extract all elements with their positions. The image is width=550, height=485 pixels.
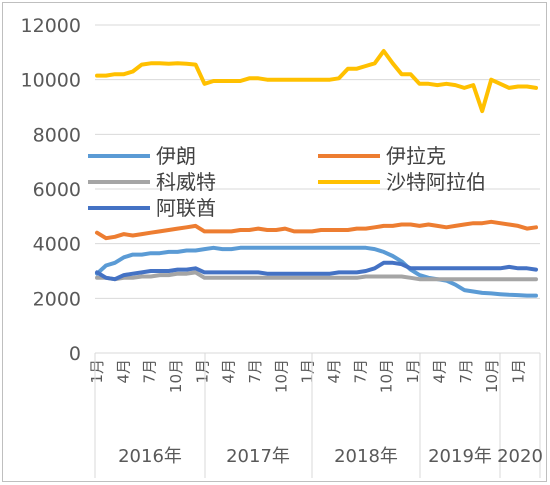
series-line-伊拉克 <box>95 219 538 241</box>
y-tick-label: 0 <box>69 343 81 365</box>
x-month-label: 4月 <box>220 359 238 384</box>
x-month-label: 4月 <box>325 359 343 384</box>
x-month-label: 1月 <box>509 359 527 384</box>
x-month-label: 10月 <box>483 359 501 393</box>
x-month-label: 1月 <box>88 359 106 384</box>
legend-label: 伊拉克 <box>386 144 446 168</box>
x-year-label: 2017年 <box>226 446 290 467</box>
x-month-label: 1月 <box>404 359 422 384</box>
x-month-label: 10月 <box>272 359 290 393</box>
y-tick-label: 2000 <box>33 288 81 310</box>
x-month-label: 1月 <box>299 359 317 384</box>
x-year-label: 2020 <box>497 446 543 467</box>
legend-label: 伊朗 <box>156 144 196 168</box>
y-tick-label: 10000 <box>21 70 81 92</box>
x-month-label: 7月 <box>351 359 369 384</box>
x-month-label: 7月 <box>246 359 264 384</box>
series-line-沙特阿拉伯 <box>95 49 538 114</box>
x-month-label: 4月 <box>430 359 448 384</box>
y-tick-label: 12000 <box>21 15 81 37</box>
x-month-label: 4月 <box>114 359 132 384</box>
x-month-label: 7月 <box>141 359 159 384</box>
x-month-label: 10月 <box>167 359 185 393</box>
series-line-伊朗 <box>95 245 538 298</box>
y-tick-label: 4000 <box>33 234 81 256</box>
x-month-label: 1月 <box>193 359 211 384</box>
x-year-label: 2016年 <box>118 446 182 467</box>
x-year-label: 2018年 <box>334 446 398 467</box>
legend-label: 阿联酋 <box>156 196 216 220</box>
legend-label: 科威特 <box>156 170 216 194</box>
series-line-阿联酋 <box>95 260 538 282</box>
y-tick-label: 8000 <box>33 124 81 146</box>
legend-label: 沙特阿拉伯 <box>386 170 486 194</box>
series-line-科威特 <box>95 270 538 282</box>
x-month-label: 7月 <box>457 359 475 384</box>
x-year-label: 2019年 <box>428 446 492 467</box>
y-tick-label: 6000 <box>33 179 81 201</box>
x-month-label: 10月 <box>378 359 396 393</box>
